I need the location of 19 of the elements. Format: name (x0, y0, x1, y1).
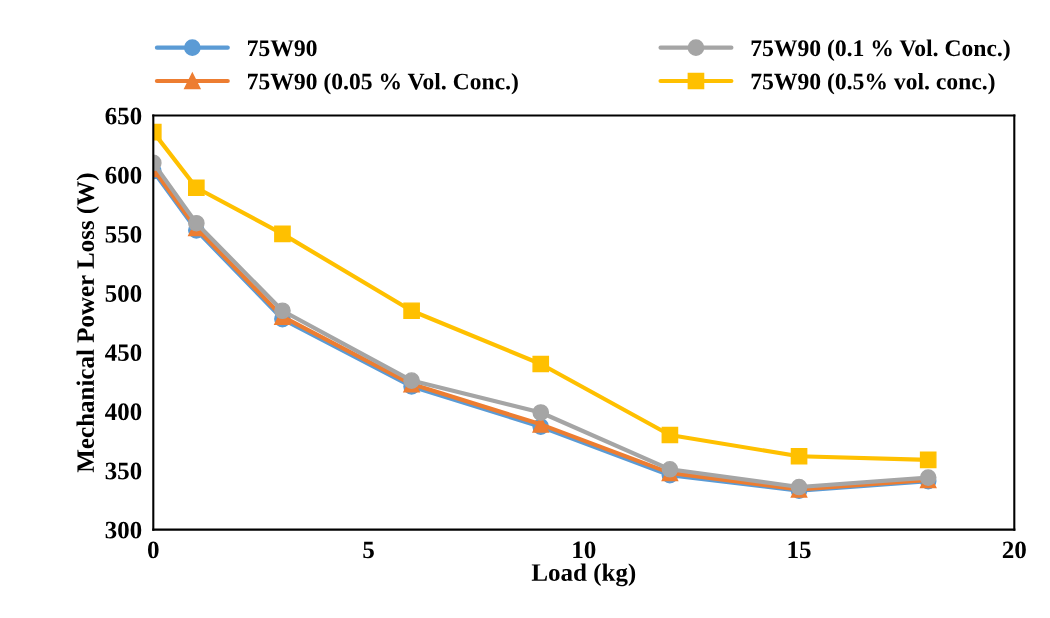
legend-label: 75W90 (0.5% vol. conc.) (751, 72, 995, 95)
y-tick-label: 400 (105, 403, 142, 421)
y-tick-label: 650 (105, 107, 142, 125)
y-tick-label: 550 (105, 225, 142, 243)
x-tick-label: 20 (1002, 541, 1026, 559)
x-tick-label: 5 (363, 541, 374, 559)
x-tick-label: 10 (573, 541, 596, 559)
y-axis-title: Mechanical Power Loss (W) (76, 173, 100, 473)
legend-label: 75W90 (248, 40, 317, 57)
y-tick-label: 450 (105, 344, 142, 362)
y-tick-label: 500 (105, 285, 142, 302)
y-tick-label: 600 (105, 166, 142, 184)
x-axis-title: Load (kg) (531, 563, 636, 587)
x-tick-label: 0 (148, 541, 159, 559)
legend-label: 75W90 (0.1 % Vol. Conc.) (751, 39, 1010, 61)
legend-label: 75W90 (0.05 % Vol. Conc.) (248, 72, 518, 95)
y-tick-label: 350 (105, 462, 142, 480)
y-tick-label: 300 (105, 521, 142, 539)
x-tick-label: 15 (788, 541, 811, 559)
